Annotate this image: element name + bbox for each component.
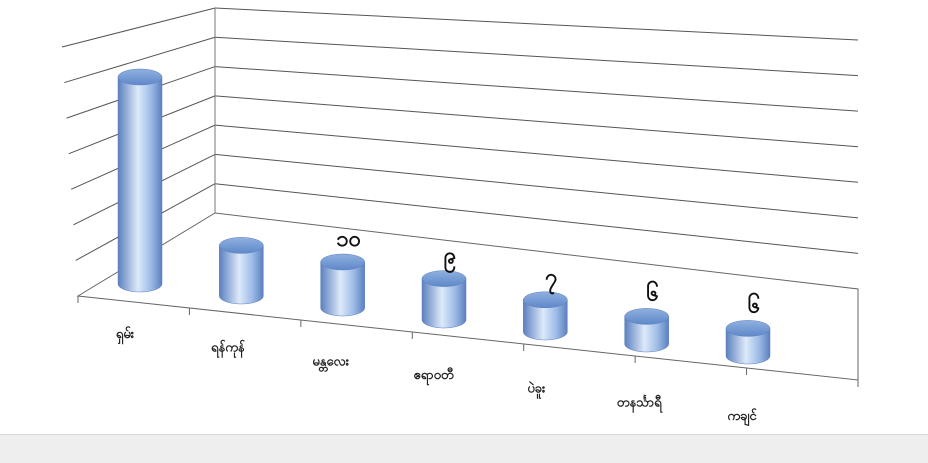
bar-top <box>523 291 568 309</box>
bar-body <box>219 245 264 305</box>
bar-7 <box>725 320 771 365</box>
gridline-left <box>64 36 216 84</box>
gridline-back <box>214 7 859 41</box>
gridline-back <box>214 124 859 183</box>
bar-6 <box>624 308 669 353</box>
bar-body <box>421 278 467 329</box>
bar-top <box>320 253 365 271</box>
bar-body <box>117 76 163 293</box>
bar-body <box>725 328 771 365</box>
bar-5 <box>523 291 568 341</box>
bar-body <box>523 299 568 341</box>
category-label: ရှမ်း <box>116 325 135 345</box>
gridline-left <box>61 7 216 48</box>
data-label: ၉ <box>444 244 456 274</box>
gridline-back <box>214 66 859 112</box>
gridline-back <box>214 183 859 254</box>
bar-4 <box>421 270 467 329</box>
category-label: တနင်္သာရီ <box>617 393 663 413</box>
category-label: ရန်ကုန် <box>211 339 246 359</box>
bar-top <box>725 320 771 337</box>
bar-top <box>219 237 264 254</box>
bar-top <box>421 270 467 287</box>
gridline-back <box>214 153 859 219</box>
bar-body <box>320 261 365 317</box>
bottom-bar <box>0 434 928 463</box>
floor-layer <box>76 212 859 387</box>
grid-layer <box>61 7 859 261</box>
gridline-back <box>214 36 859 77</box>
data-label: ၁၀ <box>336 227 361 252</box>
category-label: ဧရာဝတီ <box>413 366 453 386</box>
data-label: ၆ <box>748 291 760 318</box>
bar-2 <box>219 237 264 305</box>
category-label: ကချင် <box>727 407 757 426</box>
bar-top <box>624 308 669 325</box>
data-label: ၇ <box>545 265 557 295</box>
data-label: ၆ <box>646 279 658 306</box>
floor-plane <box>76 212 859 381</box>
bars-layer <box>117 68 771 365</box>
category-label: မန္တလေး <box>312 354 349 372</box>
bar-top <box>117 68 163 86</box>
bar-3 <box>320 253 365 317</box>
bar-1 <box>117 68 163 293</box>
bar-body <box>624 316 669 353</box>
category-label: ပဲခူး <box>527 381 546 399</box>
gridline-back <box>214 95 859 148</box>
